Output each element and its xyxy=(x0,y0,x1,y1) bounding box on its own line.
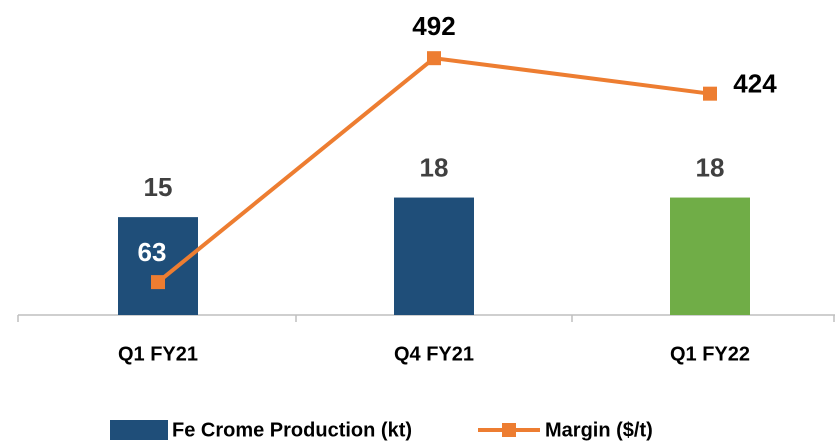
line-marker xyxy=(427,51,441,66)
bar-value-label: 15 xyxy=(144,172,173,202)
line-value-label: 492 xyxy=(412,11,455,41)
x-tick-label: Q1 FY22 xyxy=(670,343,750,365)
legend-swatch xyxy=(110,420,168,440)
bar xyxy=(118,217,198,315)
line-marker xyxy=(151,275,165,290)
legend-swatch xyxy=(502,423,516,437)
line-marker xyxy=(703,86,717,101)
bar-value-label: 18 xyxy=(420,152,449,182)
line-value-label: 424 xyxy=(733,69,777,99)
legend-label: Margin ($/t) xyxy=(545,419,653,441)
x-tick-label: Q1 FY21 xyxy=(118,343,198,365)
legend-label: Fe Crome Production (kt) xyxy=(172,419,412,441)
x-tick-label: Q4 FY21 xyxy=(394,343,474,365)
bar xyxy=(394,197,474,315)
line-value-label: 63 xyxy=(138,237,167,267)
bar-value-label: 18 xyxy=(696,152,725,182)
bar xyxy=(670,197,750,315)
